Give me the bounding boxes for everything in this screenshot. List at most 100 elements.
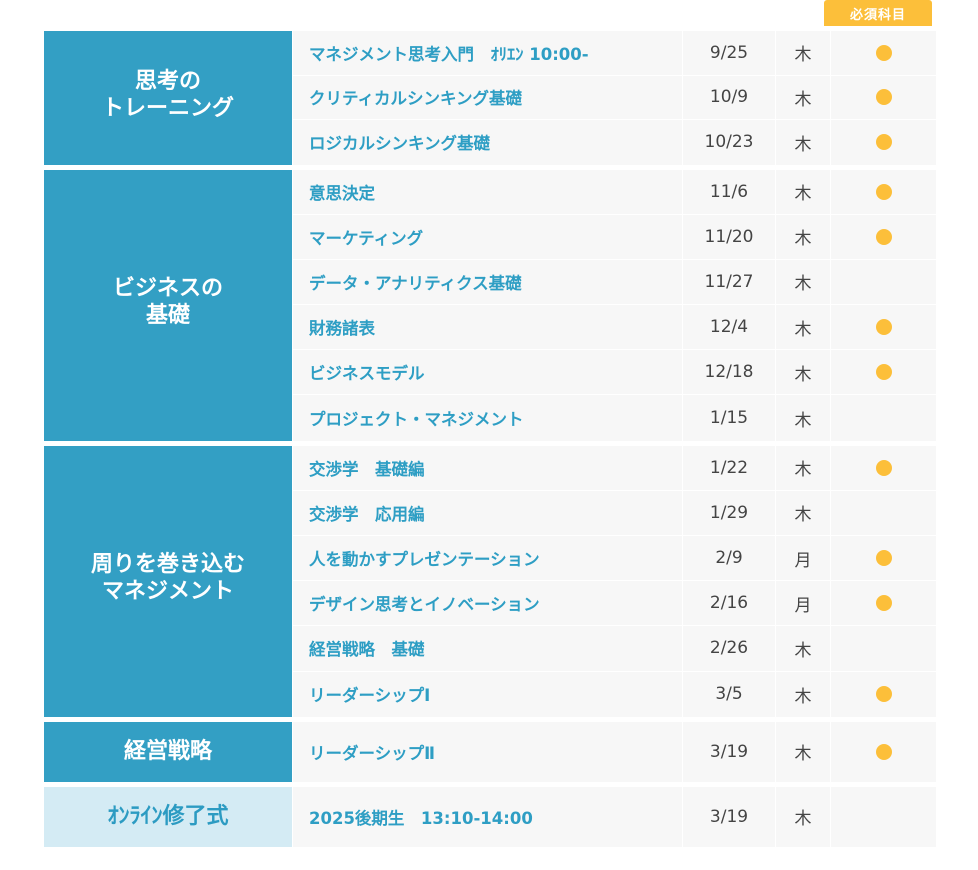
required-dot-icon [875, 550, 892, 567]
course-rows: リーダーシップⅡ 3/19 木 [293, 721, 936, 782]
course-name: 意思決定 [293, 169, 683, 214]
course-name: 交渉学 基礎編 [293, 445, 683, 490]
table-row: ロジカルシンキング基礎 10/23 木 [293, 120, 936, 165]
required-mark-cell [831, 259, 936, 305]
required-dot-icon [875, 743, 892, 760]
course-weekday: 木 [776, 214, 831, 259]
course-weekday: 月 [776, 581, 831, 626]
required-mark-cell [831, 490, 936, 535]
course-date: 3/19 [683, 721, 776, 782]
table-row: デザイン思考とイノベーション 2/16 月 [293, 581, 936, 627]
table-row: 交渉学 基礎編 1/22 木 [293, 445, 936, 491]
course-weekday: 木 [776, 75, 831, 119]
category-label: ビジネスの 基礎 [44, 169, 292, 441]
course-group-business-strategy: 経営戦略 リーダーシップⅡ 3/19 木 [44, 721, 936, 782]
course-date: 12/18 [683, 350, 776, 395]
course-name: マーケティング [293, 214, 683, 259]
course-date: 11/6 [683, 169, 776, 214]
required-mark-cell [831, 786, 936, 847]
course-name: プロジェクト・マネジメント [293, 395, 683, 441]
required-dot-icon [875, 459, 892, 476]
course-weekday: 木 [776, 259, 831, 305]
table-row: 2025後期生 13:10-14:00 3/19 木 [293, 786, 936, 847]
course-name: 財務諸表 [293, 305, 683, 350]
category-label: 思考の トレーニング [44, 31, 292, 165]
table-row: リーダーシップⅠ 3/5 木 [293, 671, 936, 717]
course-date: 1/22 [683, 445, 776, 490]
category-label: ｵﾝﾗｲﾝ修了式 [44, 786, 292, 847]
course-date: 11/27 [683, 259, 776, 305]
course-date: 10/9 [683, 75, 776, 119]
course-weekday: 木 [776, 305, 831, 350]
required-mark-cell [831, 671, 936, 717]
course-date: 10/23 [683, 120, 776, 165]
course-date: 11/20 [683, 214, 776, 259]
course-name: デザイン思考とイノベーション [293, 581, 683, 626]
course-rows: 交渉学 基礎編 1/22 木 交渉学 応用編 1/29 木 人を動かすプレゼンテ… [293, 445, 936, 717]
course-date: 3/5 [683, 671, 776, 717]
table-row: クリティカルシンキング基礎 10/9 木 [293, 75, 936, 120]
course-rows: マネジメント思考入門 ｵﾘｴﾝ 10:00- 9/25 木 クリティカルシンキン… [293, 31, 936, 165]
required-mark-cell [831, 120, 936, 165]
required-mark-cell [831, 214, 936, 259]
required-mark-cell [831, 395, 936, 441]
table-row: 経営戦略 基礎 2/26 木 [293, 626, 936, 672]
required-dot-icon [875, 595, 892, 612]
course-name: データ・アナリティクス基礎 [293, 259, 683, 305]
course-weekday: 木 [776, 395, 831, 441]
table-row: 意思決定 11/6 木 [293, 169, 936, 215]
course-weekday: 木 [776, 721, 831, 782]
required-subject-badge: 必須科目 [824, 0, 932, 26]
required-dot-icon [875, 134, 892, 151]
course-name: リーダーシップⅠ [293, 671, 683, 717]
required-dot-icon [875, 44, 892, 61]
course-name: 2025後期生 13:10-14:00 [293, 786, 683, 847]
course-schedule-table: 思考の トレーニング マネジメント思考入門 ｵﾘｴﾝ 10:00- 9/25 木… [44, 31, 936, 847]
required-mark-cell [831, 721, 936, 782]
course-weekday: 木 [776, 671, 831, 717]
course-group-involving-management: 周りを巻き込む マネジメント 交渉学 基礎編 1/22 木 交渉学 応用編 1/… [44, 445, 936, 717]
course-group-business-basics: ビジネスの 基礎 意思決定 11/6 木 マーケティング 11/20 木 データ… [44, 169, 936, 441]
required-dot-icon [875, 686, 892, 703]
course-name: ビジネスモデル [293, 350, 683, 395]
table-row: 財務諸表 12/4 木 [293, 305, 936, 351]
required-mark-cell [831, 626, 936, 671]
table-row: リーダーシップⅡ 3/19 木 [293, 721, 936, 782]
course-name: 人を動かすプレゼンテーション [293, 536, 683, 581]
required-mark-cell [831, 169, 936, 214]
required-mark-cell [831, 350, 936, 395]
course-name: クリティカルシンキング基礎 [293, 75, 683, 119]
required-mark-cell [831, 581, 936, 626]
required-dot-icon [875, 319, 892, 336]
table-row: データ・アナリティクス基礎 11/27 木 [293, 259, 936, 306]
course-weekday: 月 [776, 536, 831, 581]
table-row: 人を動かすプレゼンテーション 2/9 月 [293, 536, 936, 582]
course-name: 交渉学 応用編 [293, 490, 683, 535]
course-name: リーダーシップⅡ [293, 721, 683, 782]
required-dot-icon [875, 364, 892, 381]
required-dot-icon [875, 228, 892, 245]
course-weekday: 木 [776, 31, 831, 75]
required-mark-cell [831, 536, 936, 581]
category-label: 周りを巻き込む マネジメント [44, 445, 292, 717]
course-rows: 2025後期生 13:10-14:00 3/19 木 [293, 786, 936, 847]
table-row: マネジメント思考入門 ｵﾘｴﾝ 10:00- 9/25 木 [293, 31, 936, 76]
required-mark-cell [831, 445, 936, 490]
course-weekday: 木 [776, 445, 831, 490]
required-dot-icon [875, 183, 892, 200]
course-weekday: 木 [776, 490, 831, 535]
required-mark-cell [831, 31, 936, 75]
course-weekday: 木 [776, 626, 831, 671]
course-name: 経営戦略 基礎 [293, 626, 683, 671]
table-row: プロジェクト・マネジメント 1/15 木 [293, 395, 936, 441]
course-weekday: 木 [776, 786, 831, 847]
course-name: ロジカルシンキング基礎 [293, 120, 683, 165]
required-dot-icon [875, 89, 892, 106]
course-weekday: 木 [776, 169, 831, 214]
course-date: 1/15 [683, 395, 776, 441]
course-name: マネジメント思考入門 ｵﾘｴﾝ 10:00- [293, 31, 683, 75]
required-mark-cell [831, 75, 936, 119]
category-label: 経営戦略 [44, 721, 292, 782]
course-date: 9/25 [683, 31, 776, 75]
course-date: 3/19 [683, 786, 776, 847]
